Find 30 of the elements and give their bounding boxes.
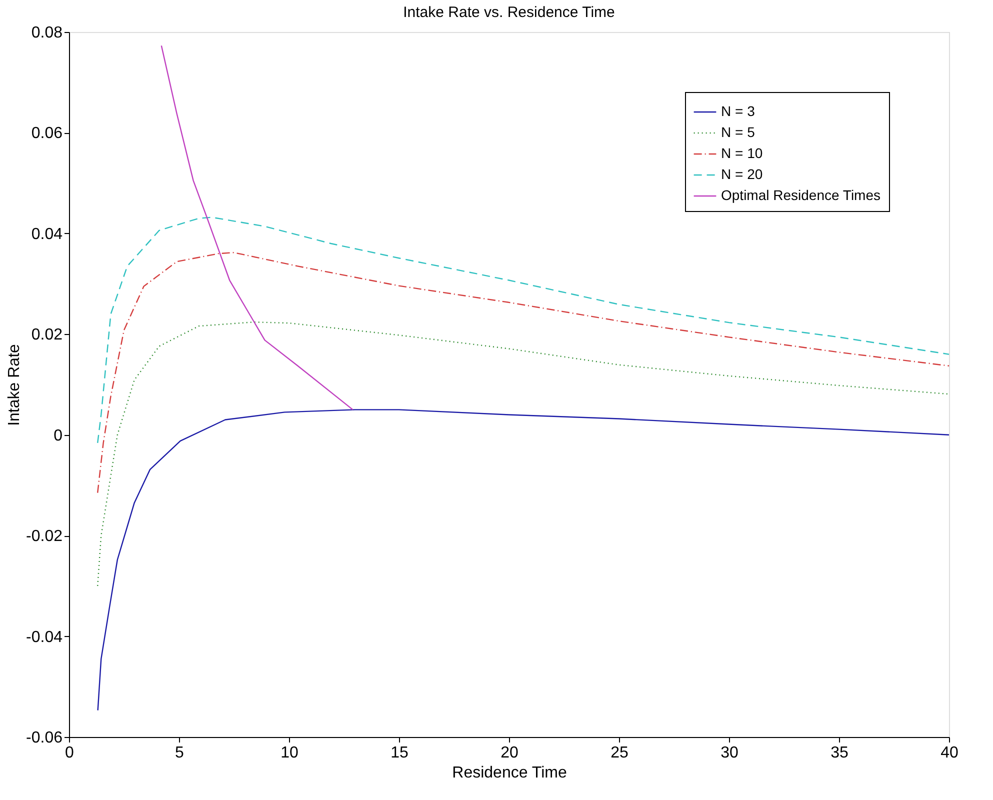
y-tick-label: 0.02 <box>31 326 63 344</box>
legend-label: N = 3 <box>721 103 756 119</box>
line-series <box>97 252 950 494</box>
x-tick-label: 30 <box>720 744 738 762</box>
x-tick-label: 35 <box>830 744 848 762</box>
x-tick-label: 0 <box>65 744 74 762</box>
line-series <box>97 409 950 711</box>
line-series <box>97 321 950 587</box>
x-tick-label: 10 <box>280 744 298 762</box>
y-tick-label: 0 <box>54 427 63 444</box>
legend-label: N = 5 <box>721 124 756 140</box>
x-tick-label: 25 <box>610 744 628 762</box>
y-tick-label: -0.04 <box>26 628 63 646</box>
y-tick-label: -0.06 <box>26 730 63 746</box>
x-tick-label: 5 <box>175 744 184 762</box>
y-tick-label: 0.06 <box>31 125 63 142</box>
legend-label: Optimal Residence Times <box>721 187 881 203</box>
x-tick-label: 40 <box>940 744 958 762</box>
line-series <box>160 44 354 410</box>
y-tick-label: 0.08 <box>31 24 63 42</box>
y-axis-title: Intake Rate <box>6 344 24 426</box>
x-tick-label: 20 <box>500 744 518 762</box>
legend-label: N = 20 <box>721 166 763 182</box>
y-tick-label: -0.02 <box>26 528 63 546</box>
line-series <box>97 216 950 444</box>
y-tick-label: 0.04 <box>31 226 63 243</box>
x-tick-label: 15 <box>390 744 408 762</box>
x-axis-title: Residence Time <box>452 764 567 782</box>
chart-title: Intake Rate vs. Residence Time <box>403 4 615 21</box>
legend-label: N = 10 <box>721 145 763 161</box>
